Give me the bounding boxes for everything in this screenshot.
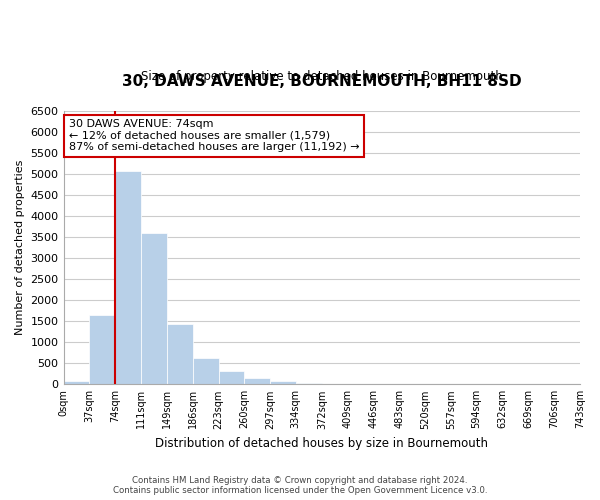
Text: 30 DAWS AVENUE: 74sqm
← 12% of detached houses are smaller (1,579)
87% of semi-d: 30 DAWS AVENUE: 74sqm ← 12% of detached … <box>69 119 359 152</box>
Y-axis label: Number of detached properties: Number of detached properties <box>15 160 25 335</box>
X-axis label: Distribution of detached houses by size in Bournemouth: Distribution of detached houses by size … <box>155 437 488 450</box>
Bar <box>115 170 140 384</box>
Bar <box>296 383 322 384</box>
Bar <box>193 358 218 384</box>
Title: Size of property relative to detached houses in Bournemouth: Size of property relative to detached ho… <box>141 70 503 83</box>
Bar <box>167 324 193 384</box>
Bar <box>64 382 89 384</box>
Bar <box>218 372 244 384</box>
Text: 30, DAWS AVENUE, BOURNEMOUTH, BH11 8SD: 30, DAWS AVENUE, BOURNEMOUTH, BH11 8SD <box>122 74 521 89</box>
Bar <box>270 382 296 384</box>
Text: Contains HM Land Registry data © Crown copyright and database right 2024.
Contai: Contains HM Land Registry data © Crown c… <box>113 476 487 495</box>
Bar <box>140 233 167 384</box>
Bar <box>244 378 270 384</box>
Bar <box>89 315 115 384</box>
